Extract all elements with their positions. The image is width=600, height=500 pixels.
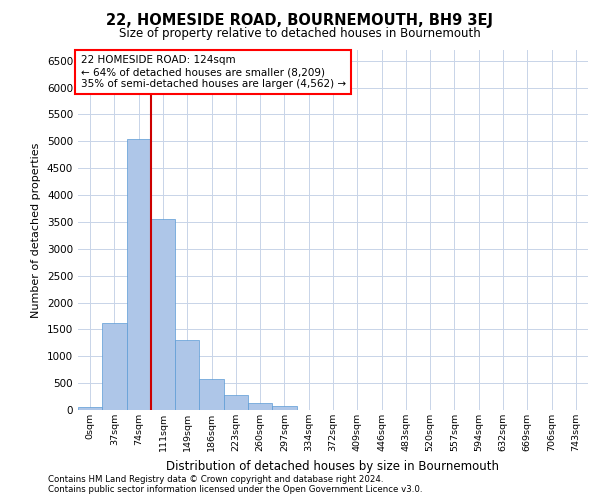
Text: Size of property relative to detached houses in Bournemouth: Size of property relative to detached ho… xyxy=(119,28,481,40)
Bar xyxy=(151,218,175,410)
Bar xyxy=(272,406,296,410)
Text: Contains public sector information licensed under the Open Government Licence v3: Contains public sector information licen… xyxy=(48,484,422,494)
Bar xyxy=(175,340,199,410)
Bar xyxy=(78,408,102,410)
X-axis label: Distribution of detached houses by size in Bournemouth: Distribution of detached houses by size … xyxy=(167,460,499,472)
Bar xyxy=(127,138,151,410)
Text: Contains HM Land Registry data © Crown copyright and database right 2024.: Contains HM Land Registry data © Crown c… xyxy=(48,475,383,484)
Bar xyxy=(102,323,127,410)
Bar xyxy=(199,380,224,410)
Bar xyxy=(248,403,272,410)
Y-axis label: Number of detached properties: Number of detached properties xyxy=(31,142,41,318)
Text: 22 HOMESIDE ROAD: 124sqm
← 64% of detached houses are smaller (8,209)
35% of sem: 22 HOMESIDE ROAD: 124sqm ← 64% of detach… xyxy=(80,56,346,88)
Bar xyxy=(224,396,248,410)
Text: 22, HOMESIDE ROAD, BOURNEMOUTH, BH9 3EJ: 22, HOMESIDE ROAD, BOURNEMOUTH, BH9 3EJ xyxy=(107,12,493,28)
